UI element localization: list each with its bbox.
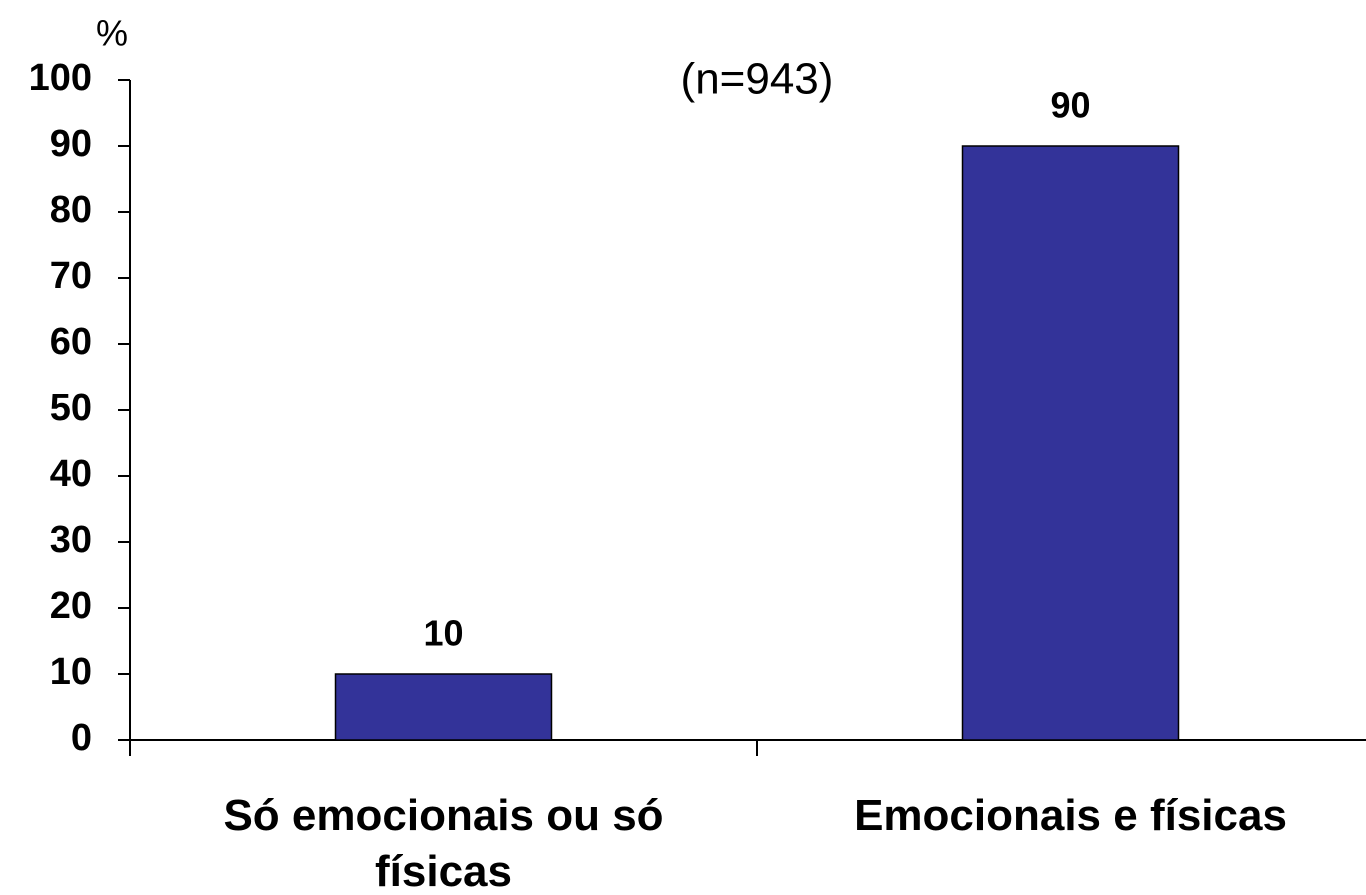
x-tick-label: Só emocionais ou só físicas <box>223 791 664 895</box>
y-tick-label: 70 <box>50 255 92 297</box>
y-axis-label: % <box>96 13 128 54</box>
bar <box>961 145 1180 741</box>
y-tick-label: 30 <box>50 519 92 561</box>
y-tick-label: 100 <box>29 57 92 99</box>
chart-subtitle: (n=943) <box>681 55 834 104</box>
y-tick-label: 50 <box>50 387 92 429</box>
y-tick-label: 0 <box>71 717 92 759</box>
x-tick-label: Emocionais e físicas <box>854 791 1287 840</box>
y-tick-label: 90 <box>50 123 92 165</box>
y-tick-label: 40 <box>50 453 92 495</box>
y-tick-label: 20 <box>50 585 92 627</box>
y-tick-label: 10 <box>50 651 92 693</box>
data-label: 90 <box>1050 85 1090 126</box>
bar <box>334 673 553 741</box>
data-label: 10 <box>423 613 463 654</box>
y-tick-label: 60 <box>50 321 92 363</box>
y-tick-label: 80 <box>50 189 92 231</box>
